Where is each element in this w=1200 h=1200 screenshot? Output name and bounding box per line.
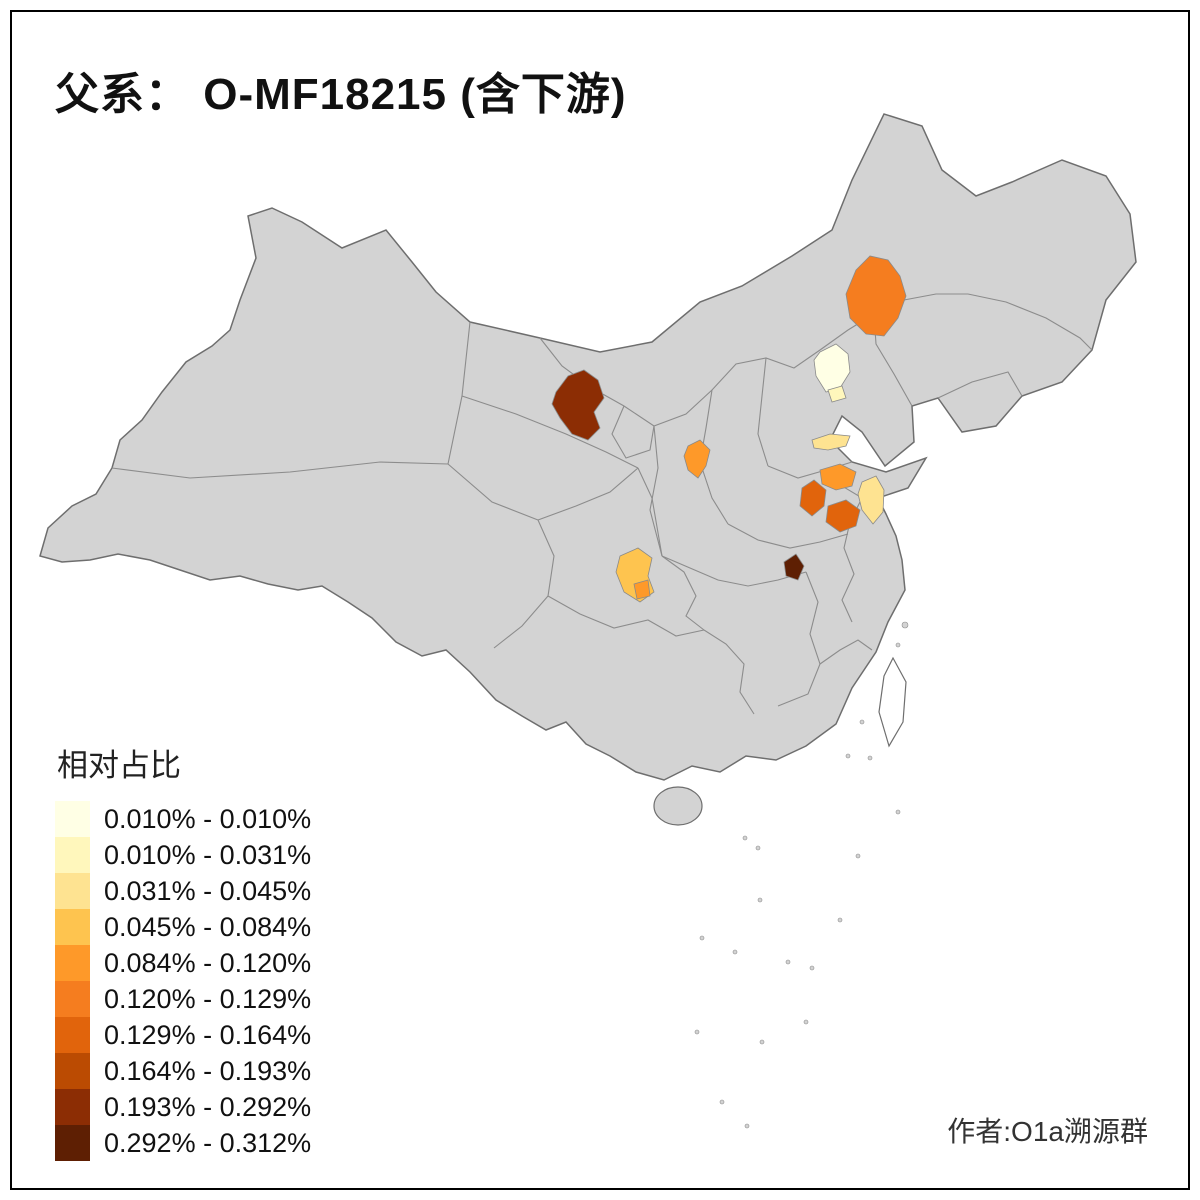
region-coastal-jiangsu	[857, 475, 885, 525]
legend-row: 0.045% - 0.084%	[55, 909, 415, 945]
legend-swatch	[55, 981, 90, 1017]
legend-row: 0.292% - 0.312%	[55, 1125, 415, 1161]
legend-label: 0.193% - 0.292%	[104, 1091, 312, 1122]
region-beijing-south	[827, 385, 847, 403]
south-china-sea-islands	[694, 621, 909, 1129]
legend-row: 0.129% - 0.164%	[55, 1017, 415, 1053]
legend-label: 0.031% - 0.045%	[104, 875, 312, 906]
legend-swatch	[55, 909, 90, 945]
legend-label: 0.120% - 0.129%	[104, 983, 312, 1014]
legend-label: 0.084% - 0.120%	[104, 947, 312, 978]
legend-row: 0.031% - 0.045%	[55, 873, 415, 909]
region-north-hebei	[845, 255, 907, 337]
region-south-shanxi	[683, 439, 711, 479]
legend-label: 0.129% - 0.164%	[104, 1019, 312, 1050]
legend-title: 相对占比	[57, 748, 181, 783]
region-north-henan	[799, 479, 827, 517]
region-east-sichuan-south	[633, 579, 651, 600]
legend-swatch	[55, 1053, 90, 1089]
taiwan-island	[878, 656, 907, 748]
legend-row: 0.193% - 0.292%	[55, 1089, 415, 1125]
legend-row: 0.010% - 0.031%	[55, 837, 415, 873]
legend-rows: 0.010% - 0.010% 0.010% - 0.031% 0.031% -…	[55, 801, 415, 1161]
legend-swatch	[55, 801, 90, 837]
region-south-hebei	[811, 433, 851, 451]
legend-swatch	[55, 837, 90, 873]
legend: 相对占比 0.010% - 0.010% 0.010% - 0.031% 0.0…	[55, 740, 415, 1161]
hainan-island	[653, 786, 703, 826]
region-central-gansu	[551, 369, 605, 441]
legend-swatch	[55, 1017, 90, 1053]
china-mainland-shape	[39, 113, 1137, 781]
legend-row: 0.084% - 0.120%	[55, 945, 415, 981]
legend-row: 0.120% - 0.129%	[55, 981, 415, 1017]
legend-label: 0.010% - 0.031%	[104, 839, 312, 870]
legend-label: 0.164% - 0.193%	[104, 1055, 312, 1086]
highlighted-regions	[551, 255, 907, 603]
legend-row: 0.010% - 0.010%	[55, 801, 415, 837]
map-title: 父系： O-MF18215 (含下游)	[55, 70, 627, 119]
legend-swatch	[55, 945, 90, 981]
region-hubei-dark-spot	[783, 553, 805, 581]
region-west-shandong	[819, 463, 857, 491]
author-credit: 作者:O1a溯源群	[947, 1116, 1148, 1147]
legend-row: 0.164% - 0.193%	[55, 1053, 415, 1089]
legend-label: 0.010% - 0.010%	[104, 803, 312, 834]
legend-swatch	[55, 1125, 90, 1161]
legend-swatch	[55, 1089, 90, 1125]
legend-label: 0.045% - 0.084%	[104, 911, 312, 942]
legend-label: 0.292% - 0.312%	[104, 1127, 312, 1158]
region-north-anhui	[825, 499, 861, 533]
legend-swatch	[55, 873, 90, 909]
